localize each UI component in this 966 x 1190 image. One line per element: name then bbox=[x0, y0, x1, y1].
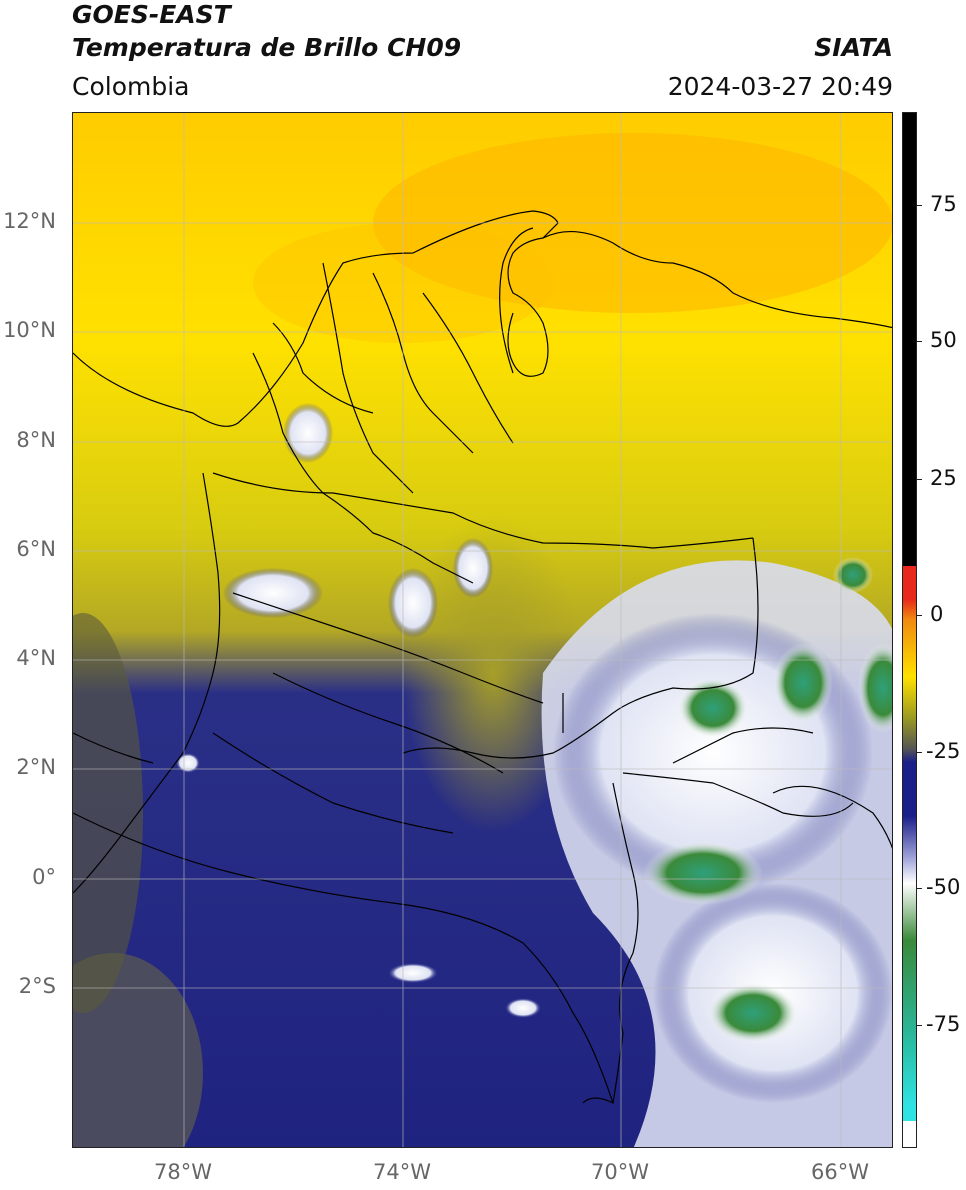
colorbar-tick-label: 50 bbox=[930, 328, 957, 352]
convective-cell bbox=[176, 753, 200, 773]
latitude-label: 12°N bbox=[3, 209, 56, 233]
cold-cloud-top bbox=[833, 557, 873, 593]
longitude-label: 66°W bbox=[811, 1160, 869, 1184]
coastlines-borders bbox=[73, 210, 892, 1104]
latitude-label: 0° bbox=[32, 865, 56, 889]
convective-cell bbox=[388, 568, 438, 638]
latitude-label: 2°N bbox=[16, 755, 56, 779]
colorbar-tick bbox=[917, 205, 922, 206]
latitude-label: 6°N bbox=[16, 537, 56, 561]
colorbar-tick-label: -75 bbox=[926, 1012, 961, 1036]
latitude-label: 8°N bbox=[16, 428, 56, 452]
colorbar-tick-label: -25 bbox=[926, 739, 961, 763]
latitude-label: 2°S bbox=[18, 974, 56, 998]
colorbar-tick-label: 25 bbox=[930, 466, 957, 490]
latitude-label: 4°N bbox=[16, 646, 56, 670]
timestamp-label: 2024-03-27 20:49 bbox=[667, 72, 893, 101]
cold-cloud-top bbox=[858, 643, 892, 733]
organization-label: SIATA bbox=[814, 33, 893, 62]
convective-cell bbox=[453, 538, 493, 598]
latitude-label: 10°N bbox=[3, 318, 56, 342]
brightness-temperature-image bbox=[73, 113, 892, 1147]
colorbar-tick-label: -50 bbox=[926, 875, 961, 899]
cold-cloud-top bbox=[708, 983, 798, 1043]
product-title: Temperatura de Brillo CH09 bbox=[72, 33, 462, 62]
convective-cell bbox=[223, 568, 323, 618]
colorbar-tick bbox=[917, 888, 922, 889]
colorbar-tick bbox=[917, 1025, 922, 1026]
colorbar-tick-label: 75 bbox=[930, 192, 957, 216]
cold-cloud-top bbox=[773, 643, 833, 723]
colorbar-tick bbox=[917, 479, 922, 480]
colorbar bbox=[902, 112, 917, 1148]
gray-area bbox=[73, 953, 203, 1147]
graticule bbox=[73, 113, 892, 1147]
colorbar-tick-label: 0 bbox=[930, 602, 944, 626]
longitude-label: 70°W bbox=[591, 1160, 649, 1184]
longitude-label: 74°W bbox=[373, 1160, 431, 1184]
longitude-label: 78°W bbox=[154, 1160, 212, 1184]
satellite-title: GOES-EAST bbox=[72, 0, 231, 29]
convective-cell bbox=[388, 963, 438, 983]
gray-area bbox=[73, 613, 143, 1013]
region-label: Colombia bbox=[72, 72, 190, 101]
colorbar-tick bbox=[917, 752, 922, 753]
convective-cell bbox=[505, 998, 541, 1018]
convective-cell bbox=[283, 403, 333, 463]
satellite-map bbox=[72, 112, 893, 1148]
colorbar-tick bbox=[917, 341, 922, 342]
cold-cloud-top bbox=[678, 678, 748, 738]
olive-area bbox=[403, 513, 583, 833]
colorbar-tick bbox=[917, 615, 922, 616]
cold-cloud-top bbox=[643, 841, 763, 905]
